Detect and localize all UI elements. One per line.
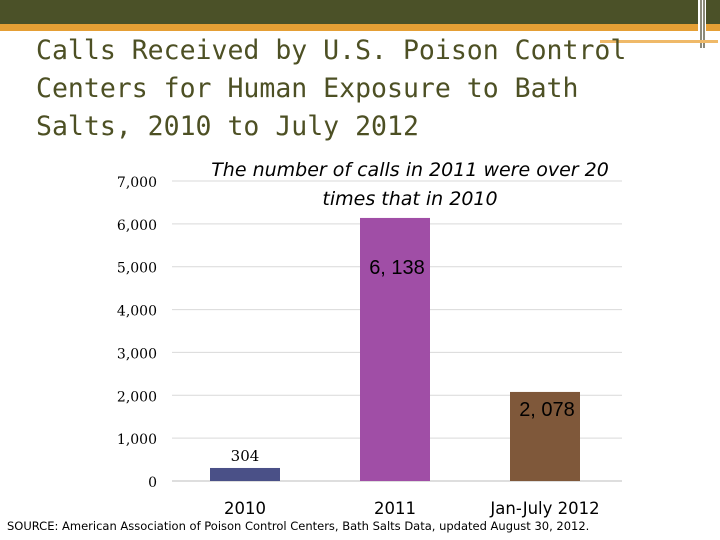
y-tick-label: 1,000 <box>117 432 157 448</box>
corner-decoration <box>703 0 705 48</box>
data-label: 2, 078 <box>519 399 575 421</box>
corner-accent-stripe <box>706 24 720 31</box>
bar-jan-july-2012 <box>510 391 580 481</box>
slide-title: Calls Received by U.S. Poison Control Ce… <box>36 35 627 142</box>
bar-2011 <box>360 217 430 481</box>
header-accent-stripe <box>0 24 698 31</box>
y-tick-label: 0 <box>148 475 157 491</box>
y-tick-label: 5,000 <box>117 261 157 277</box>
title-accent-line <box>600 40 718 43</box>
x-tick-label: Jan-July 2012 <box>489 499 599 518</box>
y-tick-label: 3,000 <box>117 346 157 362</box>
y-tick-label: 6,000 <box>117 218 157 234</box>
source-note: SOURCE: American Association of Poison C… <box>7 519 590 533</box>
header-bar <box>0 0 698 24</box>
corner-block <box>706 0 720 24</box>
chart-callout: The number of calls in 2011 were over 20… <box>211 159 609 210</box>
data-label: 304 <box>231 447 260 465</box>
data-label: 6, 138 <box>369 257 425 279</box>
y-tick-label: 4,000 <box>117 304 157 320</box>
bar-2010 <box>210 467 280 481</box>
x-tick-label: 2010 <box>224 499 266 518</box>
x-tick-label: 2011 <box>374 499 416 518</box>
y-tick-label: 7,000 <box>117 175 157 191</box>
corner-decoration <box>700 0 702 48</box>
y-tick-label: 2,000 <box>117 389 157 405</box>
